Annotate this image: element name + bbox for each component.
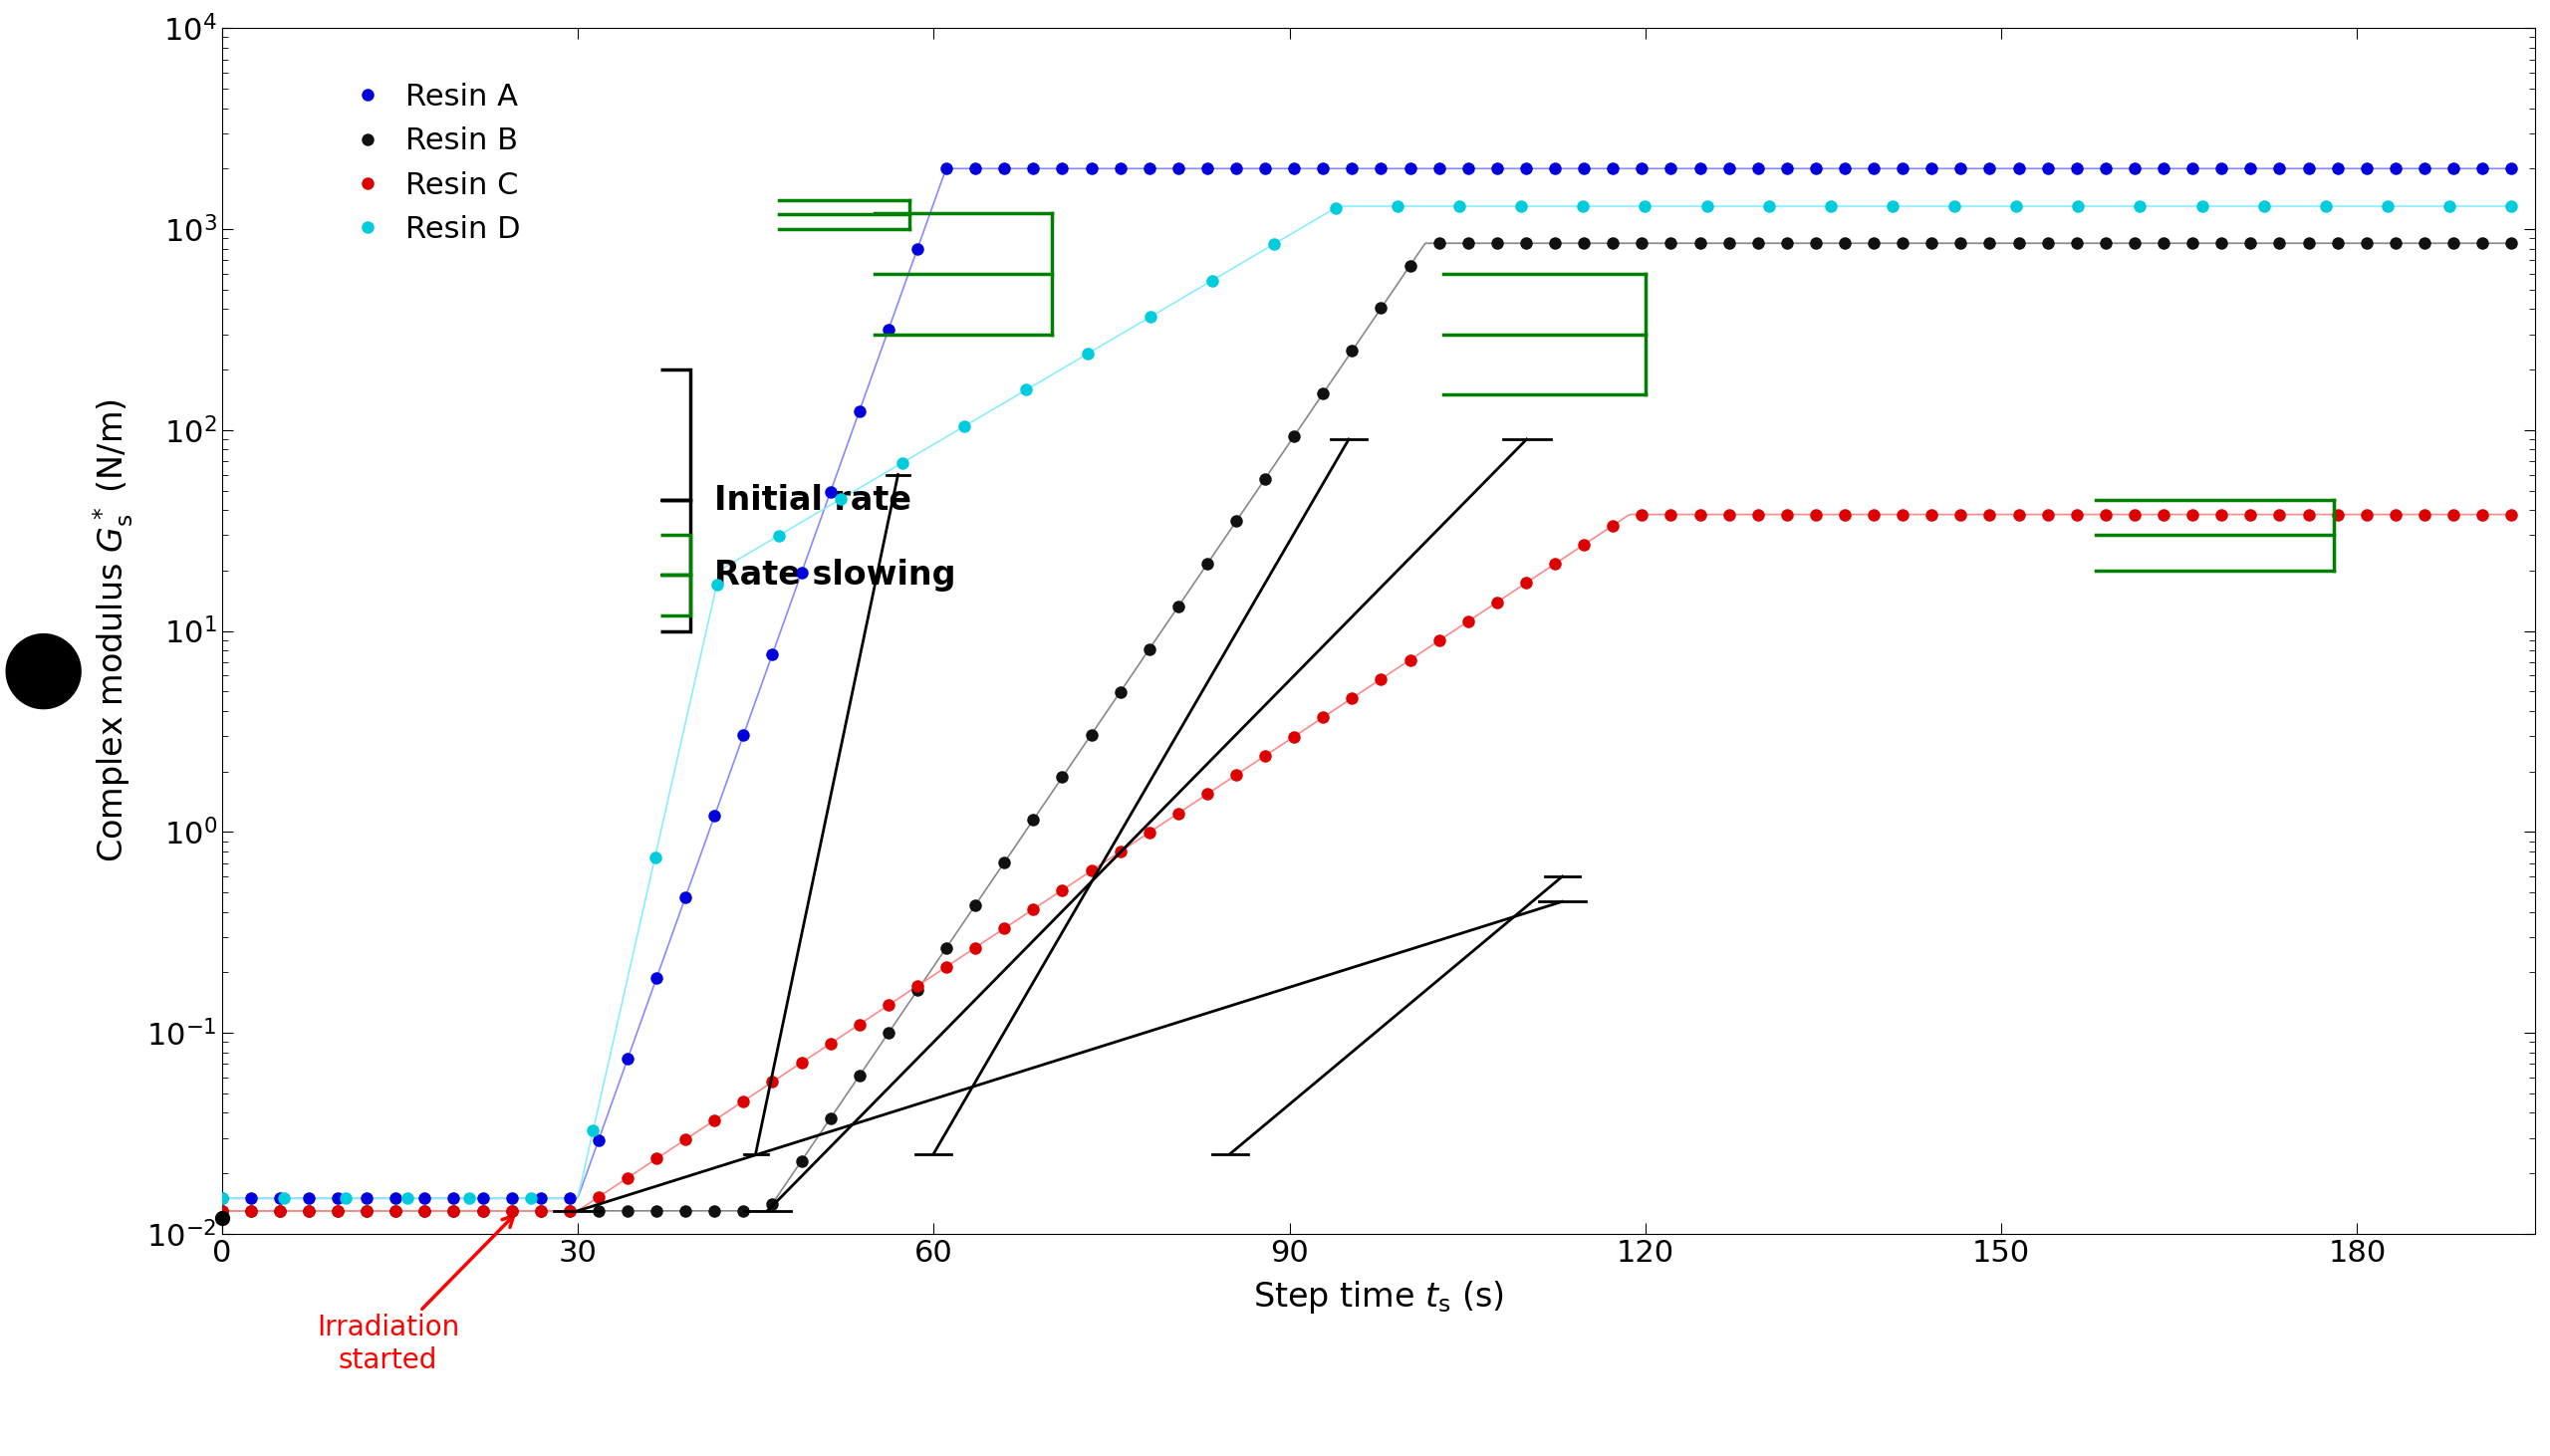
Resin C xyxy=(1568,536,1599,553)
Line: Resin D: Resin D xyxy=(217,199,2517,1204)
Resin D xyxy=(762,527,793,545)
Text: Initial rate: Initial rate xyxy=(714,483,910,517)
Resin C xyxy=(207,1203,237,1220)
Resin D xyxy=(2435,198,2466,215)
Resin A xyxy=(1800,160,1831,178)
Resin B xyxy=(207,1203,237,1220)
Resin A xyxy=(1714,160,1744,178)
Resin D xyxy=(2310,198,2341,215)
Resin A xyxy=(1599,160,1629,178)
Resin D xyxy=(268,1190,298,1207)
Resin D xyxy=(207,1190,237,1207)
Resin D xyxy=(701,575,732,593)
Resin D xyxy=(1260,236,1290,253)
Resin C xyxy=(1627,505,1658,523)
Resin D xyxy=(949,418,979,435)
Line: Resin B: Resin B xyxy=(217,237,2517,1217)
Resin D xyxy=(1010,381,1040,399)
Resin C xyxy=(2264,505,2295,523)
Resin D xyxy=(1816,198,1846,215)
Resin A xyxy=(931,160,961,178)
Y-axis label: Complex modulus $G^*_\mathrm{s}$ (N/m): Complex modulus $G^*_\mathrm{s}$ (N/m) xyxy=(92,399,135,863)
Resin D xyxy=(1443,198,1474,215)
Resin B xyxy=(2264,234,2295,252)
Resin D xyxy=(1074,345,1104,363)
X-axis label: Step time $t_\mathrm{s}$ (s): Step time $t_\mathrm{s}$ (s) xyxy=(1252,1278,1504,1315)
Resin B xyxy=(1800,234,1831,252)
Resin D xyxy=(1629,198,1660,215)
Resin D xyxy=(1196,272,1227,290)
Resin D xyxy=(1691,198,1721,215)
Legend: Resin A, Resin B, Resin C, Resin D: Resin A, Resin B, Resin C, Resin D xyxy=(329,67,535,259)
Line: Resin A: Resin A xyxy=(217,163,2517,1204)
Resin D xyxy=(332,1190,362,1207)
Text: Irradiation
started: Irradiation started xyxy=(316,1216,513,1374)
Resin D xyxy=(515,1190,546,1207)
Line: Resin C: Resin C xyxy=(217,508,2517,1217)
Resin A xyxy=(2496,160,2527,178)
Resin D xyxy=(1568,198,1599,215)
Resin D xyxy=(1938,198,1969,215)
Resin D xyxy=(2002,198,2032,215)
Resin D xyxy=(826,491,857,508)
Resin C xyxy=(1221,766,1252,783)
Resin B xyxy=(2496,234,2527,252)
Resin A xyxy=(207,1190,237,1207)
Resin D xyxy=(1382,198,1413,215)
Resin B xyxy=(1599,234,1629,252)
Resin D xyxy=(1135,309,1165,326)
Resin A xyxy=(1250,160,1280,178)
Resin D xyxy=(454,1190,484,1207)
Resin C xyxy=(2496,505,2527,523)
Resin D xyxy=(393,1190,423,1207)
Resin C xyxy=(1800,505,1831,523)
Resin A xyxy=(1627,160,1658,178)
Resin D xyxy=(887,454,918,472)
Resin D xyxy=(2496,198,2527,215)
Text: Rate slowing: Rate slowing xyxy=(714,559,956,591)
Resin D xyxy=(2372,198,2402,215)
Resin B xyxy=(1627,234,1658,252)
Resin D xyxy=(1754,198,1785,215)
Resin D xyxy=(1321,199,1352,217)
Resin B xyxy=(1714,234,1744,252)
Resin B xyxy=(1221,513,1252,530)
Resin D xyxy=(640,849,671,866)
Resin B xyxy=(1423,234,1453,252)
Resin D xyxy=(2249,198,2280,215)
Resin C xyxy=(1599,517,1629,534)
Resin D xyxy=(2124,198,2155,215)
Resin D xyxy=(2063,198,2094,215)
Resin D xyxy=(2188,198,2218,215)
Resin D xyxy=(1507,198,1538,215)
Resin D xyxy=(1877,198,1907,215)
Resin C xyxy=(1714,505,1744,523)
Resin A xyxy=(2264,160,2295,178)
Resin D xyxy=(579,1121,609,1139)
Text: ●: ● xyxy=(0,622,87,718)
